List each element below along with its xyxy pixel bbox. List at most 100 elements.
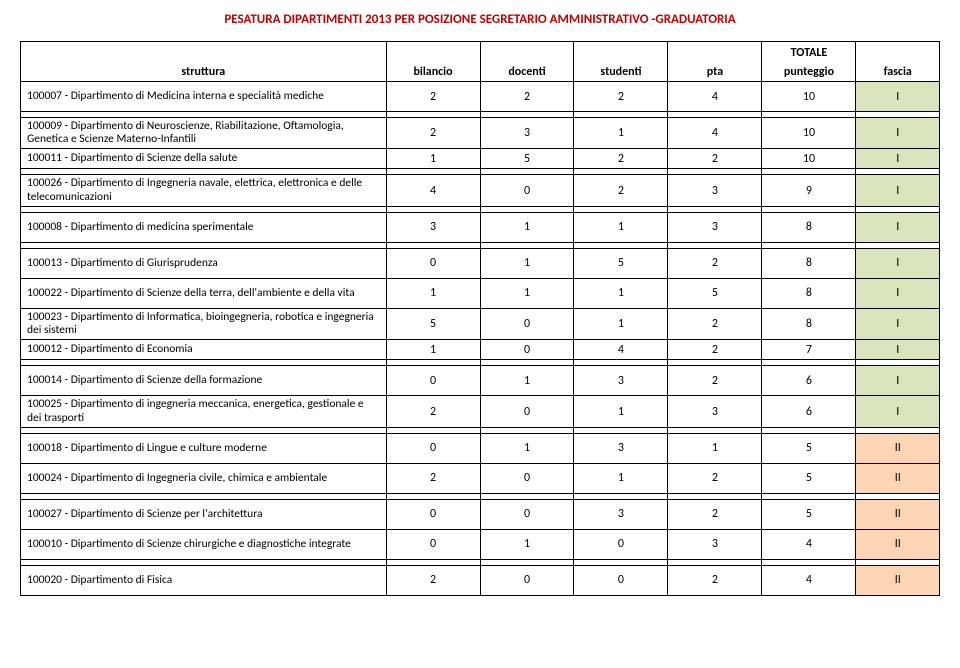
col-docenti: docenti [480, 42, 574, 82]
cell-docenti: 1 [480, 212, 574, 242]
cell-pta: 2 [668, 149, 762, 169]
table-row: 100020 - Dipartimento di Fisica20024II [21, 565, 940, 595]
row-label: 100011 - Dipartimento di Scienze della s… [21, 149, 387, 169]
cell-bilancio: 2 [386, 82, 480, 112]
table-row: 100022 - Dipartimento di Scienze della t… [21, 278, 940, 308]
col-studenti: studenti [574, 42, 668, 82]
cell-bilancio: 5 [386, 308, 480, 339]
table-body: 100007 - Dipartimento di Medicina intern… [21, 82, 940, 596]
table-row: 100023 - Dipartimento di Informatica, bi… [21, 308, 940, 339]
cell-punteggio: 10 [762, 118, 856, 149]
table-row: 100024 - Dipartimento di Ingegneria civi… [21, 463, 940, 493]
cell-punteggio: 10 [762, 82, 856, 112]
cell-studenti: 1 [574, 308, 668, 339]
row-label: 100014 - Dipartimento di Scienze della f… [21, 366, 387, 396]
cell-pta: 2 [668, 499, 762, 529]
cell-fascia: II [856, 529, 940, 559]
cell-studenti: 1 [574, 396, 668, 427]
cell-bilancio: 0 [386, 433, 480, 463]
row-label: 100023 - Dipartimento di Informatica, bi… [21, 308, 387, 339]
cell-docenti: 0 [480, 396, 574, 427]
cell-fascia: I [856, 278, 940, 308]
cell-fascia: I [856, 175, 940, 206]
table-row: 100008 - Dipartimento di medicina sperim… [21, 212, 940, 242]
cell-pta: 3 [668, 212, 762, 242]
table-row: 100007 - Dipartimento di Medicina intern… [21, 82, 940, 112]
cell-punteggio: 8 [762, 212, 856, 242]
cell-punteggio: 5 [762, 499, 856, 529]
cell-pta: 2 [668, 565, 762, 595]
cell-studenti: 5 [574, 248, 668, 278]
col-bilancio: bilancio [386, 42, 480, 82]
cell-pta: 3 [668, 529, 762, 559]
cell-punteggio: 5 [762, 433, 856, 463]
cell-docenti: 2 [480, 82, 574, 112]
cell-bilancio: 0 [386, 529, 480, 559]
cell-pta: 2 [668, 340, 762, 360]
cell-pta: 2 [668, 308, 762, 339]
cell-bilancio: 0 [386, 366, 480, 396]
col-punteggio-top: TOTALE [762, 42, 856, 62]
cell-docenti: 0 [480, 499, 574, 529]
cell-studenti: 3 [574, 499, 668, 529]
cell-docenti: 0 [480, 308, 574, 339]
col-punteggio-bottom: punteggio [762, 62, 856, 82]
cell-bilancio: 1 [386, 340, 480, 360]
cell-docenti: 3 [480, 118, 574, 149]
cell-docenti: 0 [480, 565, 574, 595]
cell-studenti: 1 [574, 278, 668, 308]
cell-fascia: I [856, 248, 940, 278]
cell-fascia: I [856, 396, 940, 427]
row-label: 100025 - Dipartimento di ingegneria mecc… [21, 396, 387, 427]
row-label: 100010 - Dipartimento di Scienze chirurg… [21, 529, 387, 559]
row-label: 100024 - Dipartimento di Ingegneria civi… [21, 463, 387, 493]
cell-studenti: 3 [574, 433, 668, 463]
table-row: 100011 - Dipartimento di Scienze della s… [21, 149, 940, 169]
row-label: 100022 - Dipartimento di Scienze della t… [21, 278, 387, 308]
cell-docenti: 0 [480, 175, 574, 206]
row-label: 100026 - Dipartimento di Ingegneria nava… [21, 175, 387, 206]
row-label: 100020 - Dipartimento di Fisica [21, 565, 387, 595]
cell-punteggio: 10 [762, 149, 856, 169]
cell-docenti: 1 [480, 433, 574, 463]
cell-fascia: I [856, 149, 940, 169]
cell-bilancio: 4 [386, 175, 480, 206]
cell-punteggio: 6 [762, 396, 856, 427]
cell-pta: 1 [668, 433, 762, 463]
table-row: 100025 - Dipartimento di ingegneria mecc… [21, 396, 940, 427]
row-label: 100012 - Dipartimento di Economia [21, 340, 387, 360]
cell-fascia: I [856, 308, 940, 339]
cell-pta: 2 [668, 248, 762, 278]
cell-bilancio: 0 [386, 248, 480, 278]
row-label: 100008 - Dipartimento di medicina sperim… [21, 212, 387, 242]
cell-pta: 3 [668, 175, 762, 206]
cell-fascia: II [856, 565, 940, 595]
cell-docenti: 1 [480, 248, 574, 278]
cell-studenti: 0 [574, 529, 668, 559]
table-header: struttura bilancio docenti studenti pta … [21, 42, 940, 82]
cell-docenti: 0 [480, 340, 574, 360]
cell-punteggio: 6 [762, 366, 856, 396]
table-row: 100018 - Dipartimento di Lingue e cultur… [21, 433, 940, 463]
cell-punteggio: 8 [762, 308, 856, 339]
cell-punteggio: 8 [762, 248, 856, 278]
cell-punteggio: 9 [762, 175, 856, 206]
cell-studenti: 1 [574, 212, 668, 242]
cell-studenti: 2 [574, 175, 668, 206]
cell-docenti: 1 [480, 529, 574, 559]
cell-pta: 5 [668, 278, 762, 308]
cell-punteggio: 8 [762, 278, 856, 308]
cell-fascia: II [856, 463, 940, 493]
table-row: 100013 - Dipartimento di Giurisprudenza0… [21, 248, 940, 278]
cell-bilancio: 2 [386, 565, 480, 595]
cell-fascia: I [856, 366, 940, 396]
cell-punteggio: 4 [762, 565, 856, 595]
table-row: 100026 - Dipartimento di Ingegneria nava… [21, 175, 940, 206]
cell-docenti: 5 [480, 149, 574, 169]
cell-studenti: 1 [574, 463, 668, 493]
cell-pta: 3 [668, 396, 762, 427]
col-fascia: fascia [856, 42, 940, 82]
table-row: 100012 - Dipartimento di Economia10427I [21, 340, 940, 360]
cell-studenti: 4 [574, 340, 668, 360]
cell-docenti: 1 [480, 278, 574, 308]
